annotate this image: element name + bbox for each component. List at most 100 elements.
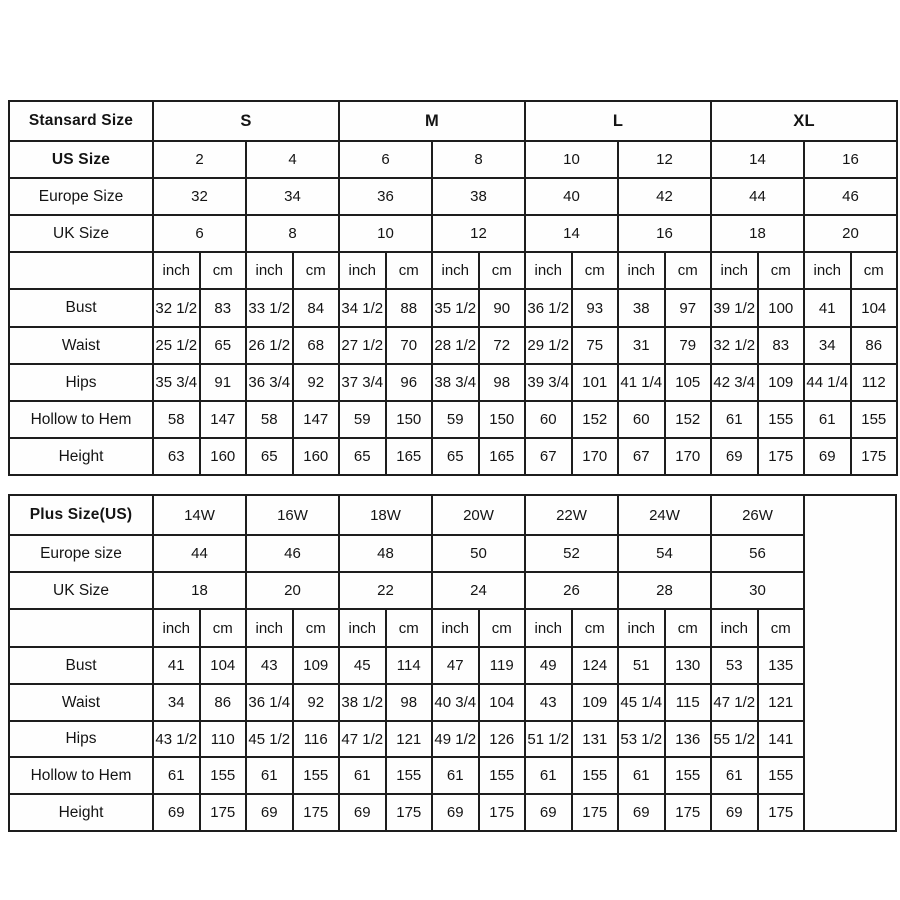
value-cell: 61	[338, 756, 387, 795]
value-cell: 70	[384, 326, 433, 365]
value-cell: 83	[756, 326, 805, 365]
row-label-cell: Waist	[8, 683, 154, 722]
value-cell: 8	[245, 214, 340, 253]
value-cell: inch	[338, 251, 387, 290]
value-cell: 6	[152, 214, 247, 253]
value-cell: 59	[338, 400, 387, 439]
value-cell: 61	[710, 400, 759, 439]
table-row: Waist 25 1/2 65 26 1/2 68 27 1/2 70 28 1/2 72 29 …	[8, 326, 898, 365]
plus-size-table: Plus Size(US) 14W 16W 18W 20W 22W 24W 26W Europe…	[8, 494, 897, 832]
value-cell: 175	[198, 793, 247, 832]
value-cell: 36 1/2	[524, 288, 573, 328]
value-cell: 65	[245, 437, 294, 476]
value-cell: 92	[291, 363, 340, 402]
value-cell: 61	[617, 756, 666, 795]
value-cell: 12	[617, 140, 712, 179]
value-cell: 61	[152, 756, 201, 795]
value-cell: 91	[198, 363, 247, 402]
value-cell: cm	[756, 608, 805, 648]
value-cell: XL	[710, 100, 898, 142]
value-cell: 90	[477, 288, 526, 328]
value-cell: 41 1/4	[617, 363, 666, 402]
value-cell: 45 1/4	[617, 683, 666, 722]
value-cell: inch	[245, 608, 294, 648]
row-label-cell: Bust	[8, 646, 154, 685]
value-cell: 61	[803, 400, 852, 439]
value-cell: cm	[570, 608, 619, 648]
value-cell: 155	[756, 400, 805, 439]
standard-size-table: Stansard Size S M L XL US Size 2 4 6 8 10 12 14 16 Eur…	[8, 100, 898, 476]
value-cell: 65	[338, 437, 387, 476]
value-cell: 67	[524, 437, 573, 476]
table-row: Height 63 160 65 160 65 165 65 165 67 170 67 170 69 17…	[8, 437, 898, 476]
row-label-cell: Stansard Size	[8, 100, 154, 142]
value-cell: inch	[152, 251, 201, 290]
value-cell: 68	[291, 326, 340, 365]
value-cell: inch	[617, 251, 666, 290]
value-cell: 98	[384, 683, 433, 722]
value-cell: cm	[477, 251, 526, 290]
value-cell: 175	[663, 793, 712, 832]
value-cell: 22W	[524, 494, 619, 536]
value-cell: 61	[524, 756, 573, 795]
value-cell: 46	[245, 534, 340, 573]
table-row: Waist 34 86 36 1/4 92 38 1/2 98 40 3/4 104 43 109 4…	[8, 683, 896, 722]
table-row: inch cm inch cm inch cm inch cm inch cm inch cm inch…	[8, 251, 898, 290]
value-cell: 101	[570, 363, 619, 402]
row-label-cell: Europe Size	[8, 177, 154, 216]
value-cell: 116	[291, 720, 340, 758]
value-cell: 26	[524, 571, 619, 610]
value-cell: 175	[849, 437, 898, 476]
value-cell: 24	[431, 571, 526, 610]
value-cell: 40	[524, 177, 619, 216]
value-cell: 147	[198, 400, 247, 439]
value-cell: 18W	[338, 494, 433, 536]
value-cell: 10	[338, 214, 433, 253]
value-cell: 36 3/4	[245, 363, 294, 402]
value-cell: 69	[803, 437, 852, 476]
value-cell: inch	[245, 251, 294, 290]
value-cell: 67	[617, 437, 666, 476]
value-cell: 150	[477, 400, 526, 439]
value-cell: 104	[849, 288, 898, 328]
value-cell: 2	[152, 140, 247, 179]
value-cell: 38	[431, 177, 526, 216]
value-cell: 109	[291, 646, 340, 685]
value-cell: 16W	[245, 494, 340, 536]
table-row: Hips 43 1/2 110 45 1/2 116 47 1/2 121 49 1/2 126…	[8, 720, 896, 758]
table-row: Europe size 44 46 48 50 52 54 56	[8, 534, 896, 573]
value-cell: 72	[477, 326, 526, 365]
value-cell: 43	[245, 646, 294, 685]
row-label-cell: Hollow to Hem	[8, 400, 154, 439]
value-cell: 40 3/4	[431, 683, 480, 722]
value-cell: 20	[803, 214, 898, 253]
value-cell: 165	[477, 437, 526, 476]
value-cell: 30	[710, 571, 805, 610]
table-row: Plus Size(US) 14W 16W 18W 20W 22W 24W 26W	[8, 494, 897, 832]
value-cell: 84	[291, 288, 340, 328]
value-cell: inch	[431, 251, 480, 290]
row-label-cell: Plus Size(US)	[8, 494, 154, 536]
value-cell: 49 1/2	[431, 720, 480, 758]
row-label-cell: Waist	[8, 326, 154, 365]
value-cell: 75	[570, 326, 619, 365]
value-cell: cm	[291, 251, 340, 290]
value-cell: 35 3/4	[152, 363, 201, 402]
value-cell: 22	[338, 571, 433, 610]
value-cell: 135	[756, 646, 805, 685]
value-cell: 52	[524, 534, 619, 573]
value-cell: 48	[338, 534, 433, 573]
value-cell: S	[152, 100, 340, 142]
value-cell: 41	[803, 288, 852, 328]
value-cell: 32 1/2	[710, 326, 759, 365]
value-cell: 43	[524, 683, 573, 722]
value-cell: inch	[152, 608, 201, 648]
value-cell: 53	[710, 646, 759, 685]
value-cell: 45 1/2	[245, 720, 294, 758]
value-cell: 61	[710, 756, 759, 795]
table-row: Hips 35 3/4 91 36 3/4 92 37 3/4 96 38 3/4 98 39 3…	[8, 363, 898, 402]
value-cell: 25 1/2	[152, 326, 201, 365]
value-cell: 109	[756, 363, 805, 402]
value-cell: 61	[431, 756, 480, 795]
